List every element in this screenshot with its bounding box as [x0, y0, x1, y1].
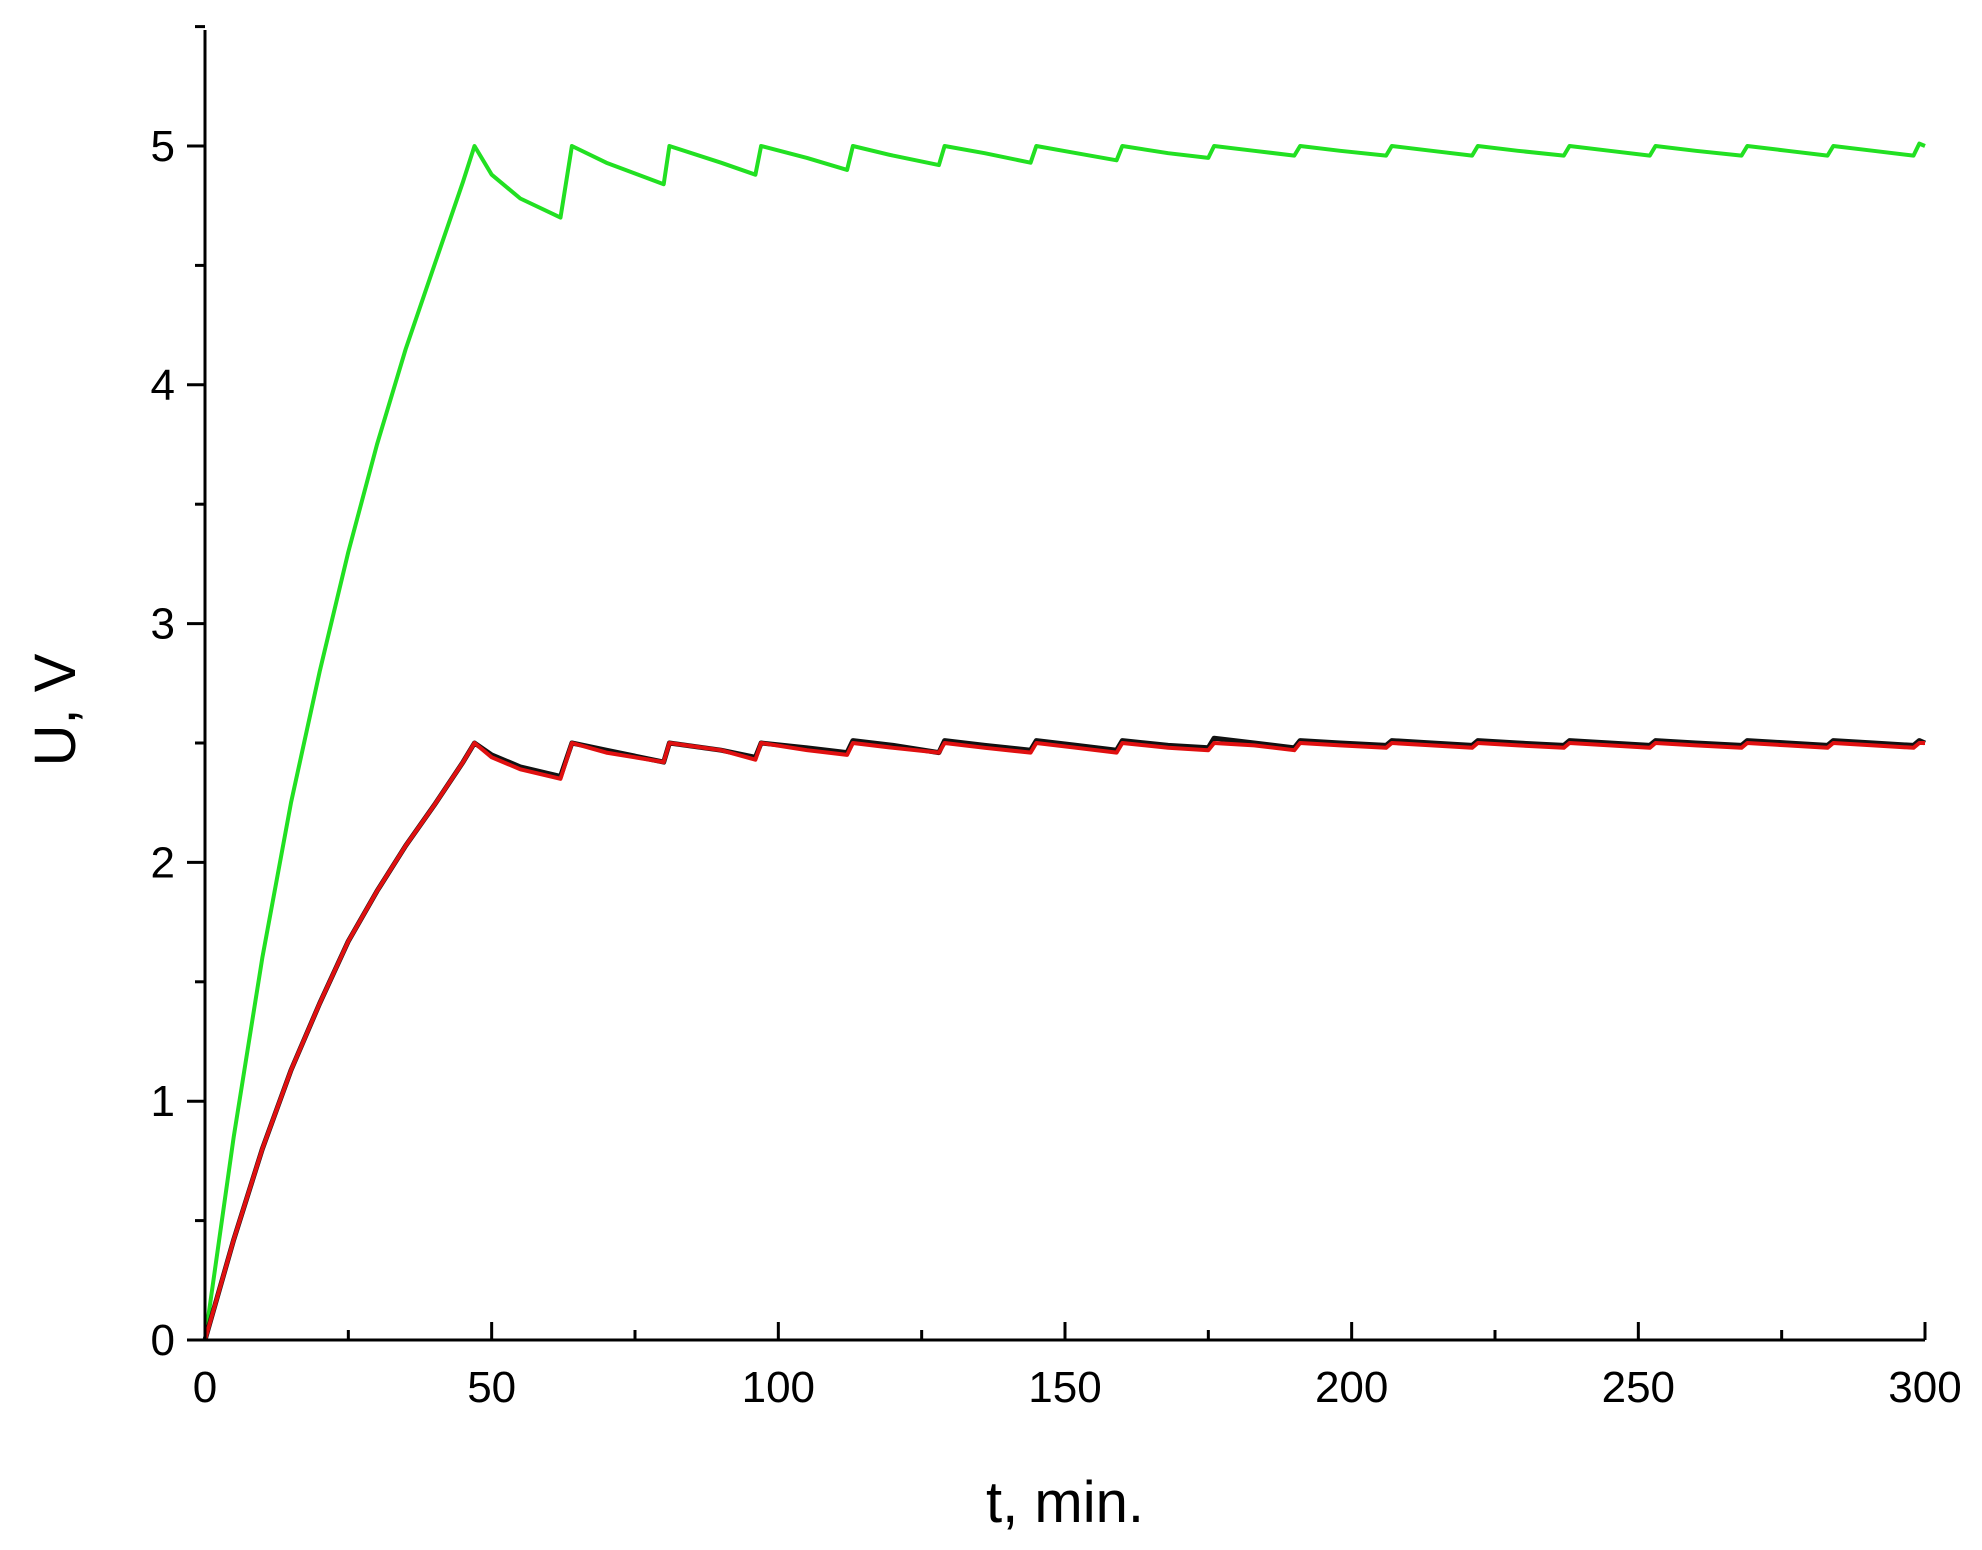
x-tick-label: 100 [742, 1363, 815, 1412]
y-tick-label: 2 [151, 838, 175, 887]
y-tick-label: 5 [151, 122, 175, 171]
x-tick-label: 300 [1888, 1363, 1961, 1412]
y-axis-label: U, V [23, 653, 88, 766]
axes: 0 50 100 150 200 250 300 0 1 2 3 4 5 [151, 25, 1962, 1412]
x-tick-label: 200 [1315, 1363, 1388, 1412]
series-line-0 [203, 141, 1926, 1341]
y-ticks: 0 1 2 3 4 5 [151, 25, 205, 1365]
y-tick-label: 4 [151, 361, 175, 410]
x-tick-label: 150 [1028, 1363, 1101, 1412]
x-tick-label: 0 [193, 1363, 217, 1412]
y-tick-label: 0 [151, 1316, 175, 1365]
y-tick-label: 3 [151, 600, 175, 649]
x-ticks: 0 50 100 150 200 250 300 [193, 1322, 1962, 1412]
x-tick-label: 50 [467, 1363, 516, 1412]
series-line-2 [203, 741, 1925, 1341]
x-axis-label: t, min. [986, 1470, 1144, 1535]
y-tick-label: 1 [151, 1077, 175, 1126]
series-layer [202, 141, 1926, 1341]
x-tick-label: 250 [1602, 1363, 1675, 1412]
series-line-1 [202, 735, 1926, 1341]
